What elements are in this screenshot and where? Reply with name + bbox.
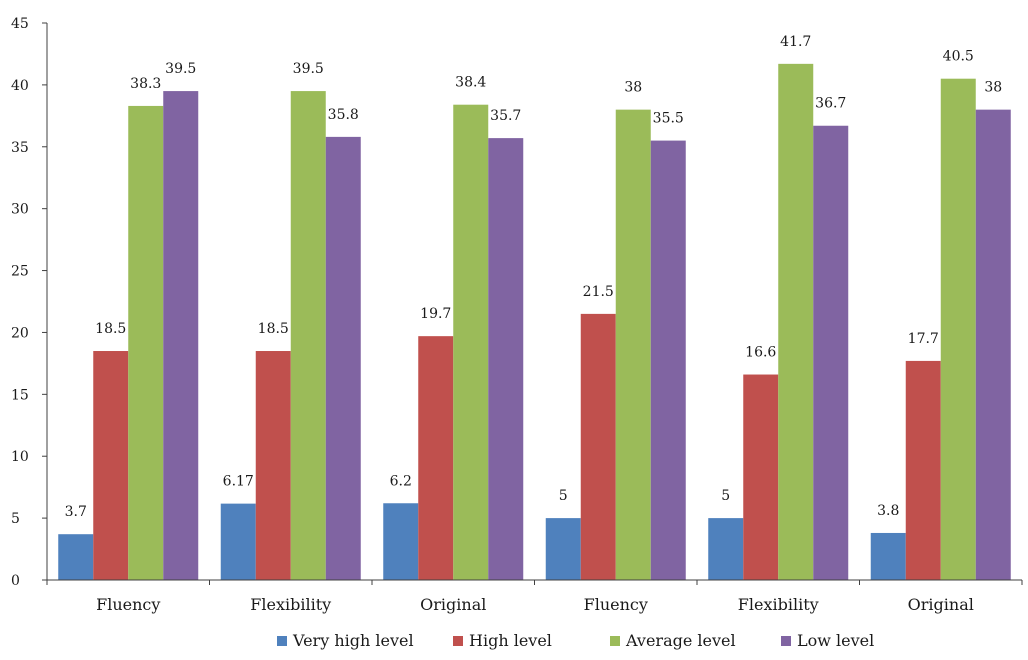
data-labels: 3.7 6.17 6.2 5 5 3.8 18.5 18.5 19.7 21.5 16.6 17.7 3… bbox=[65, 34, 1003, 520]
bar bbox=[905, 360, 941, 580]
data-label: 18.5 bbox=[95, 321, 126, 337]
data-label: 19.7 bbox=[420, 306, 451, 322]
data-label: 6.17 bbox=[223, 474, 254, 490]
x-category-label: Original bbox=[908, 595, 974, 614]
data-label: 40.5 bbox=[943, 49, 974, 65]
bar bbox=[383, 503, 419, 580]
x-category-label: Original bbox=[420, 595, 486, 614]
data-label: 39.5 bbox=[165, 61, 196, 77]
data-label: 5 bbox=[559, 488, 568, 504]
bar bbox=[325, 136, 361, 580]
bar bbox=[453, 104, 489, 581]
bar bbox=[708, 518, 744, 580]
y-tick-label: 45 bbox=[11, 16, 29, 32]
bar bbox=[128, 105, 164, 580]
bar bbox=[163, 91, 199, 581]
data-label: 38 bbox=[624, 80, 642, 96]
data-label: 17.7 bbox=[908, 331, 939, 347]
y-tick-label: 35 bbox=[11, 140, 29, 156]
legend-swatch bbox=[277, 636, 287, 646]
y-tick-label: 10 bbox=[11, 449, 29, 465]
legend-label: Very high level bbox=[292, 631, 414, 650]
y-axis: 0 5 10 15 20 25 30 35 40 45 bbox=[11, 16, 48, 589]
data-label: 6.2 bbox=[390, 473, 412, 489]
data-label: 38.3 bbox=[130, 76, 161, 92]
legend-label: Average level bbox=[625, 631, 736, 650]
bar bbox=[743, 374, 779, 580]
bars bbox=[58, 63, 1011, 581]
bar bbox=[778, 63, 814, 580]
bar bbox=[940, 78, 976, 580]
x-category-label: Fluency bbox=[584, 595, 648, 614]
legend-swatch bbox=[610, 636, 620, 646]
bar bbox=[220, 503, 256, 580]
data-label: 5 bbox=[721, 488, 730, 504]
bar bbox=[255, 351, 291, 580]
legend-swatch bbox=[453, 636, 463, 646]
legend: Very high level High level Average level Lo… bbox=[277, 631, 874, 650]
bar bbox=[580, 313, 616, 580]
y-tick-label: 0 bbox=[11, 573, 20, 589]
x-axis: Fluency Flexibility Original Fluency Flexibi… bbox=[46, 579, 1023, 614]
bar bbox=[813, 125, 849, 580]
data-label: 3.7 bbox=[65, 504, 87, 520]
y-tick-label: 25 bbox=[11, 264, 29, 280]
data-label: 36.7 bbox=[815, 96, 846, 112]
y-tick-label: 20 bbox=[11, 325, 29, 341]
y-tick-label: 30 bbox=[11, 202, 29, 218]
bar bbox=[290, 91, 326, 581]
data-label: 3.8 bbox=[877, 503, 899, 519]
x-category-label: Flexibility bbox=[250, 595, 331, 614]
data-label: 18.5 bbox=[258, 321, 289, 337]
bar bbox=[870, 532, 906, 580]
data-label: 35.7 bbox=[490, 108, 521, 124]
data-label: 41.7 bbox=[780, 34, 811, 50]
data-label: 38.4 bbox=[455, 75, 486, 91]
bar bbox=[545, 518, 581, 580]
legend-label: High level bbox=[469, 631, 552, 650]
y-tick-label: 15 bbox=[11, 387, 29, 403]
bar bbox=[975, 109, 1011, 581]
bar bbox=[615, 109, 651, 581]
bar bbox=[93, 351, 129, 580]
legend-swatch bbox=[781, 636, 791, 646]
data-label: 35.5 bbox=[653, 111, 684, 127]
bar bbox=[488, 138, 524, 580]
x-category-label: Flexibility bbox=[738, 595, 819, 614]
x-category-label: Fluency bbox=[96, 595, 160, 614]
data-label: 16.6 bbox=[745, 345, 776, 361]
bar bbox=[58, 534, 94, 580]
y-tick-label: 40 bbox=[11, 78, 29, 94]
data-label: 39.5 bbox=[293, 61, 324, 77]
bar bbox=[418, 336, 454, 580]
y-tick-label: 5 bbox=[11, 511, 20, 527]
data-label: 35.8 bbox=[328, 107, 359, 123]
data-label: 21.5 bbox=[583, 284, 614, 300]
data-label: 38 bbox=[984, 80, 1002, 96]
legend-label: Low level bbox=[797, 631, 874, 650]
bar bbox=[650, 140, 686, 581]
